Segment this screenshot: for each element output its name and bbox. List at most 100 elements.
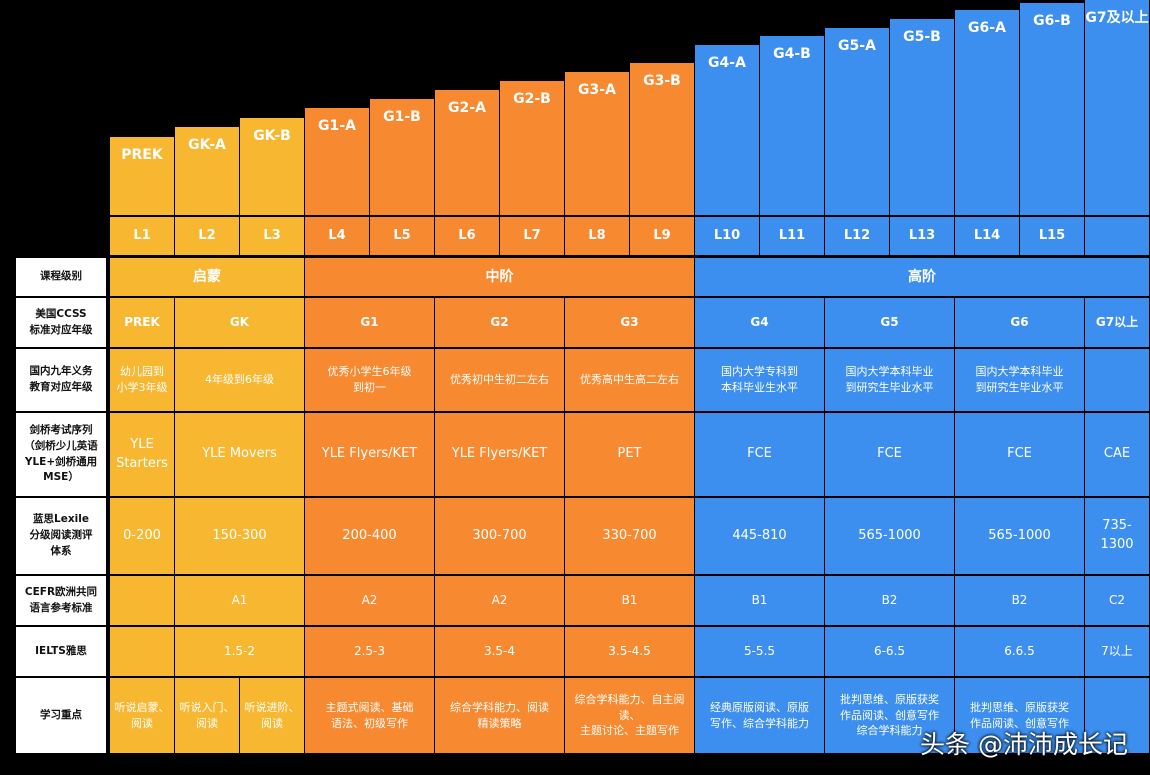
cambridge-cell: PET	[565, 413, 694, 496]
row-label-cefr: CEFR欧洲共同 语言参考标准	[16, 576, 106, 625]
cambridge-cell: YLE Movers	[175, 413, 304, 496]
level-bar: G4-B	[760, 36, 824, 215]
china-cell: 优秀初中生初二左右	[435, 349, 564, 411]
level-bar: G2-A	[435, 90, 499, 215]
focus-cell: 综合学科能力、阅读 精读策略	[435, 678, 564, 753]
level-bar: G3-A	[565, 72, 629, 215]
ielts-cell: 6-6.5	[825, 627, 954, 676]
level-bar: G2-B	[500, 81, 564, 215]
cambridge-cell: FCE	[955, 413, 1084, 496]
ielts-cell: 3.5-4.5	[565, 627, 694, 676]
cefr-cell: B2	[825, 576, 954, 625]
level-bar: G4-A	[695, 45, 759, 215]
level-code: L15	[1020, 217, 1084, 255]
section-intermediate: 中阶	[305, 258, 694, 296]
focus-cell: 听说进阶、 阅读	[240, 678, 304, 753]
cefr-cell	[110, 576, 174, 625]
ccss-cell: G4	[695, 298, 824, 347]
level-code: L12	[825, 217, 889, 255]
row-label-focus: 学习重点	[16, 678, 106, 753]
cefr-cell: B2	[955, 576, 1084, 625]
level-bar: G5-B	[890, 19, 954, 215]
china-cell: 优秀小学生6年级 到初一	[305, 349, 434, 411]
cambridge-cell: YLE Flyers/KET	[305, 413, 434, 496]
china-cell: 优秀高中生高二左右	[565, 349, 694, 411]
lexile-cell: 565-1000	[825, 498, 954, 574]
cefr-cell: A1	[175, 576, 304, 625]
level-code: L11	[760, 217, 824, 255]
ielts-cell: 1.5-2	[175, 627, 304, 676]
level-code: L2	[175, 217, 239, 255]
china-cell: 国内大学本科毕业 到研究生毕业水平	[825, 349, 954, 411]
row-label-lexile: 蓝思Lexile 分级阅读测评 体系	[16, 498, 106, 574]
focus-cell: 批判思维、原版获奖 作品阅读、创意写作	[955, 678, 1084, 753]
lexile-cell: 565-1000	[955, 498, 1084, 574]
cambridge-cell: FCE	[695, 413, 824, 496]
level-code: L9	[630, 217, 694, 255]
lexile-cell: 445-810	[695, 498, 824, 574]
lexile-cell: 0-200	[110, 498, 174, 574]
ccss-cell: G7以上	[1085, 298, 1149, 347]
ccss-cell: G5	[825, 298, 954, 347]
cefr-cell: A2	[305, 576, 434, 625]
level-code: L8	[565, 217, 629, 255]
focus-cell: 听说入门、 阅读	[175, 678, 239, 753]
cefr-cell: B1	[695, 576, 824, 625]
focus-cell: 批判思维、原版获奖 作品阅读、创意写作 综合学科能力	[825, 678, 954, 753]
focus-cell: 经典原版阅读、原版 写作、综合学科能力	[695, 678, 824, 753]
ielts-cell: 7以上	[1085, 627, 1149, 676]
ielts-cell: 2.5-3	[305, 627, 434, 676]
row-label-course: 课程级别	[16, 258, 106, 296]
level-code: L14	[955, 217, 1019, 255]
ielts-cell: 6.6.5	[955, 627, 1084, 676]
row-label-ccss: 美国CCSS 标准对应年级	[16, 298, 106, 347]
china-cell: 4年级到6年级	[175, 349, 304, 411]
ccss-cell: G1	[305, 298, 434, 347]
lexile-cell: 300-700	[435, 498, 564, 574]
level-code: L3	[240, 217, 304, 255]
level-bar: G5-A	[825, 28, 889, 215]
watermark: 头条 @沛沛成长记	[920, 730, 1128, 759]
ccss-cell: G3	[565, 298, 694, 347]
level-bar: PREK	[110, 137, 174, 215]
section-beginner: 启蒙	[110, 258, 304, 296]
level-bar: G6-A	[955, 10, 1019, 215]
ielts-cell	[110, 627, 174, 676]
cambridge-cell: YLE Starters	[110, 413, 174, 496]
lexile-cell: 735- 1300	[1085, 498, 1149, 574]
china-cell: 幼儿园到 小学3年级	[110, 349, 174, 411]
level-code: L10	[695, 217, 759, 255]
china-cell: 国内大学本科毕业 到研究生毕业水平	[955, 349, 1084, 411]
cefr-cell: B1	[565, 576, 694, 625]
level-code: L13	[890, 217, 954, 255]
level-bar: G1-B	[370, 99, 434, 215]
cefr-cell: A2	[435, 576, 564, 625]
ccss-cell: G6	[955, 298, 1084, 347]
cambridge-cell: FCE	[825, 413, 954, 496]
section-advanced: 高阶	[695, 258, 1149, 296]
ccss-cell: GK	[175, 298, 304, 347]
level-code: L6	[435, 217, 499, 255]
level-bar: GK-B	[240, 118, 304, 215]
focus-cell: 听说启蒙、 阅读	[110, 678, 174, 753]
level-code	[1085, 217, 1149, 255]
level-code: L1	[110, 217, 174, 255]
china-cell	[1085, 349, 1149, 411]
row-label-china: 国内九年义务 教育对应年级	[16, 349, 106, 411]
level-bar: G7及以上	[1085, 0, 1149, 215]
ccss-cell: G2	[435, 298, 564, 347]
level-bar: G6-B	[1020, 3, 1084, 215]
row-label-cambridge: 剑桥考试序列 （剑桥少儿英语 YLE+剑桥通用 MSE）	[16, 413, 106, 496]
ielts-cell: 5-5.5	[695, 627, 824, 676]
level-bar: GK-A	[175, 127, 239, 215]
level-bar: G3-B	[630, 63, 694, 215]
lexile-cell: 200-400	[305, 498, 434, 574]
focus-cell: 综合学科能力、自主阅读、 主题讨论、主题写作	[565, 678, 694, 753]
lexile-cell: 150-300	[175, 498, 304, 574]
cefr-cell: C2	[1085, 576, 1149, 625]
lexile-cell: 330-700	[565, 498, 694, 574]
cambridge-cell: CAE	[1085, 413, 1149, 496]
ielts-cell: 3.5-4	[435, 627, 564, 676]
china-cell: 国内大学专科到 本科毕业生水平	[695, 349, 824, 411]
focus-cell: 主题式阅读、基础 语法、初级写作	[305, 678, 434, 753]
